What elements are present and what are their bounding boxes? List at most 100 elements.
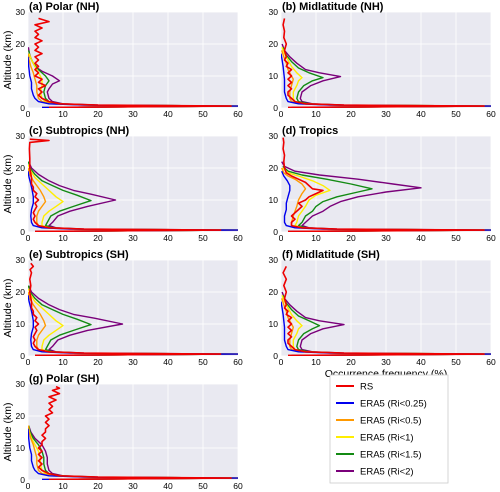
legend-label: ERA5 (Ri<1.5) [360, 450, 422, 461]
panel-title: (c) Subtropics (NH) [29, 125, 130, 137]
series-line-rs [34, 17, 232, 108]
x-tick-label: 0 [279, 233, 284, 243]
y-tick-label: 20 [16, 163, 26, 173]
y-tick-label: 10 [269, 71, 279, 81]
x-tick-label: 60 [486, 233, 496, 243]
x-tick-label: 20 [346, 233, 356, 243]
series-line-rs [282, 266, 485, 356]
x-tick-label: 20 [93, 109, 103, 119]
series-group [281, 137, 491, 232]
x-tick-label: 20 [93, 233, 103, 243]
x-tick-label: 40 [163, 357, 173, 367]
legend-label: ERA5 (Ri<0.25) [360, 399, 427, 410]
legend-label: ERA5 (Ri<0.5) [360, 416, 422, 427]
x-tick-label: 60 [486, 109, 496, 119]
x-tick-label: 20 [93, 481, 103, 491]
x-tick-label: 30 [128, 233, 138, 243]
x-tick-label: 10 [311, 357, 321, 367]
x-tick-label: 10 [58, 109, 68, 119]
x-tick-label: 60 [233, 357, 243, 367]
x-tick-label: 10 [58, 233, 68, 243]
y-tick-label: 10 [269, 319, 279, 329]
y-tick-label: 30 [269, 255, 279, 265]
y-axis-label: Altitude (km) [2, 155, 14, 214]
x-tick-label: 10 [311, 109, 321, 119]
series-group [281, 266, 491, 356]
y-tick-label: 10 [16, 319, 26, 329]
legend-label: ERA5 (Ri<2) [360, 467, 414, 478]
x-tick-label: 40 [163, 109, 173, 119]
y-tick-label: 30 [16, 7, 26, 17]
x-tick-label: 40 [416, 109, 426, 119]
y-tick-label: 10 [269, 195, 279, 205]
x-tick-label: 40 [416, 357, 426, 367]
y-tick-label: 0 [20, 103, 25, 113]
x-tick-label: 0 [279, 109, 284, 119]
x-tick-label: 0 [26, 481, 31, 491]
x-tick-label: 50 [451, 233, 461, 243]
y-tick-label: 10 [16, 443, 26, 453]
x-tick-label: 20 [346, 357, 356, 367]
panel-title: (b) Midlatitude (NH) [282, 1, 384, 13]
x-tick-label: 20 [346, 109, 356, 119]
series-group [281, 18, 491, 108]
x-tick-label: 30 [381, 357, 391, 367]
x-tick-label: 20 [93, 357, 103, 367]
x-tick-label: 0 [279, 357, 284, 367]
x-tick-label: 30 [128, 109, 138, 119]
y-tick-label: 30 [269, 7, 279, 17]
x-tick-label: 10 [58, 481, 68, 491]
x-tick-label: 60 [233, 481, 243, 491]
legend-box [329, 374, 449, 484]
panel-title: (f) Midlatitude (SH) [282, 249, 380, 261]
y-tick-label: 20 [269, 163, 279, 173]
y-axis-label: Altitude (km) [2, 279, 14, 338]
x-tick-label: 10 [58, 357, 68, 367]
y-tick-label: 30 [269, 131, 279, 141]
panel-title: (g) Polar (SH) [29, 373, 100, 385]
y-tick-label: 20 [16, 287, 26, 297]
panel-title: (d) Tropics [282, 125, 338, 137]
series-line-rs [282, 18, 485, 108]
y-tick-label: 30 [16, 379, 26, 389]
x-tick-label: 30 [381, 109, 391, 119]
y-tick-label: 20 [269, 39, 279, 49]
x-tick-label: 60 [233, 109, 243, 119]
y-tick-label: 20 [16, 39, 26, 49]
y-tick-label: 30 [16, 255, 26, 265]
y-tick-label: 20 [16, 411, 26, 421]
series-line-rs [282, 137, 485, 232]
series-line-rs [28, 138, 222, 232]
series-group [28, 385, 238, 480]
y-tick-label: 20 [269, 287, 279, 297]
panel-title: (a) Polar (NH) [29, 1, 100, 13]
x-tick-label: 30 [381, 233, 391, 243]
x-tick-label: 50 [451, 109, 461, 119]
x-tick-label: 30 [128, 481, 138, 491]
series-line-rs [37, 385, 232, 480]
x-tick-label: 50 [451, 357, 461, 367]
x-tick-label: 60 [233, 233, 243, 243]
y-tick-label: 0 [20, 351, 25, 361]
x-tick-label: 0 [26, 357, 31, 367]
x-tick-label: 40 [163, 233, 173, 243]
legend-label: ERA5 (Ri<1) [360, 433, 414, 444]
x-tick-label: 30 [128, 357, 138, 367]
series-group [28, 138, 238, 232]
y-tick-label: 0 [273, 103, 278, 113]
series-line-rs [29, 262, 222, 356]
y-tick-label: 0 [273, 351, 278, 361]
legend: RS ERA5 (Ri<0.25) ERA5 (Ri<0.5) ERA5 (Ri<1)… [329, 374, 449, 484]
x-tick-label: 50 [198, 481, 208, 491]
x-tick-label: 50 [198, 109, 208, 119]
panel-title: (e) Subtropics (SH) [29, 249, 129, 261]
y-tick-label: 10 [16, 195, 26, 205]
y-tick-label: 10 [16, 71, 26, 81]
